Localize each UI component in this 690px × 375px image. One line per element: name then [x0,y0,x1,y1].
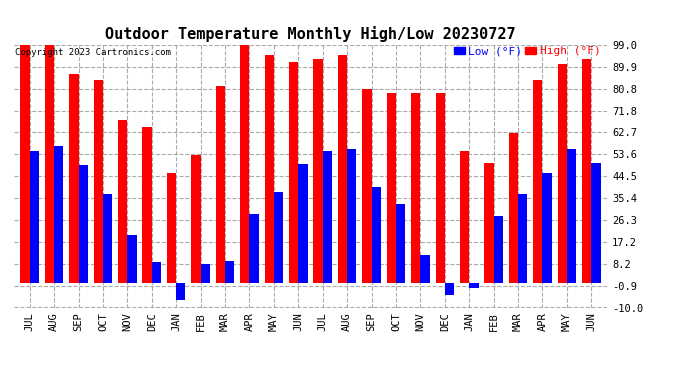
Bar [347,148,357,284]
Bar [396,204,405,284]
Bar [533,80,542,284]
Bar [128,235,137,284]
Bar [103,194,112,284]
Bar [542,172,552,284]
Bar [460,151,469,284]
Bar [264,55,274,284]
Bar [420,255,430,284]
Bar [69,74,79,284]
Bar [484,163,493,284]
Bar [250,214,259,284]
Bar [21,45,30,284]
Bar [289,62,298,284]
Bar [274,192,283,284]
Bar [582,60,591,284]
Bar [567,148,576,284]
Bar [167,172,176,284]
Bar [518,194,527,284]
Bar [176,284,186,300]
Bar [201,264,210,284]
Bar [191,154,201,284]
Bar [298,164,308,284]
Bar [371,187,381,284]
Bar [591,163,600,284]
Bar [558,64,567,284]
Bar [143,127,152,284]
Bar [30,151,39,284]
Bar [435,93,445,284]
Bar [386,93,396,284]
Bar [79,165,88,284]
Bar [54,146,63,284]
Bar [152,262,161,284]
Legend: Low (°F), High (°F): Low (°F), High (°F) [453,45,602,57]
Bar [240,45,250,284]
Bar [338,55,347,284]
Bar [445,284,454,296]
Bar [118,120,128,284]
Bar [94,80,103,284]
Bar [45,45,54,284]
Bar [323,151,332,284]
Bar [493,216,503,284]
Bar [469,284,478,288]
Text: Copyright 2023 Cartronics.com: Copyright 2023 Cartronics.com [15,48,171,57]
Bar [216,86,225,284]
Bar [509,133,518,284]
Bar [225,261,235,284]
Bar [362,89,371,284]
Bar [313,60,323,284]
Title: Outdoor Temperature Monthly High/Low 20230727: Outdoor Temperature Monthly High/Low 202… [105,27,516,42]
Bar [411,93,420,284]
